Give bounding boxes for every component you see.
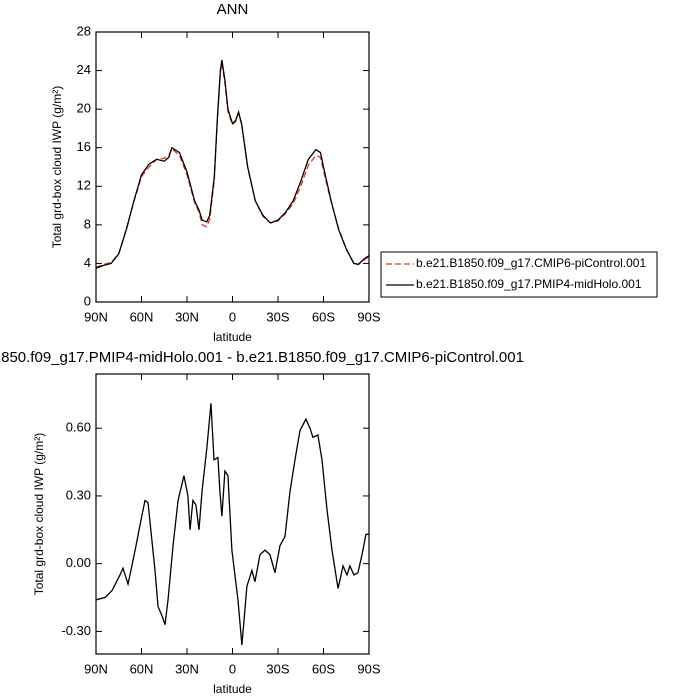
chart-title: b.e21.B1850.f09_g17.PMIP4-midHolo.001 - … <box>0 349 524 366</box>
x-tick-label: 90S <box>357 309 380 324</box>
x-tick-label: 30S <box>266 661 289 676</box>
legend-label: b.e21.B1850.f09_g17.CMIP6-piControl.001 <box>416 256 646 270</box>
data-line <box>95 62 370 268</box>
y-tick-label: 28 <box>77 23 91 38</box>
y-tick-label: 4 <box>84 255 91 270</box>
plot-frame <box>95 31 370 303</box>
plot-frame <box>95 373 370 655</box>
y-tick-label: 12 <box>77 178 91 193</box>
x-tick-label: 90S <box>357 661 380 676</box>
x-axis-label: latitude <box>213 330 252 344</box>
data-line <box>95 59 370 269</box>
legend-label: b.e21.B1850.f09_g17.PMIP4-midHolo.001 <box>416 277 642 291</box>
y-tick-label: 0 <box>84 293 91 308</box>
x-tick-label: 30N <box>175 661 199 676</box>
y-tick-label: 24 <box>77 62 91 77</box>
y-tick-label: 20 <box>77 101 91 116</box>
y-tick-label: 0.30 <box>66 487 91 502</box>
y-tick-label: 16 <box>77 139 91 154</box>
x-tick-label: 60N <box>130 309 154 324</box>
y-tick-label: 0.00 <box>66 555 91 570</box>
x-tick-label: 60S <box>312 309 335 324</box>
x-tick-label: 60N <box>130 661 154 676</box>
x-tick-label: 0 <box>229 309 236 324</box>
y-axis-label: Total grd-box cloud IWP (g/m²) <box>32 433 46 596</box>
chart-title: ANN <box>217 1 249 18</box>
legend-box <box>380 251 658 298</box>
x-tick-label: 90N <box>84 661 108 676</box>
y-tick-label: 8 <box>84 216 91 231</box>
x-tick-label: 0 <box>229 661 236 676</box>
y-tick-label: -0.30 <box>61 623 91 638</box>
x-tick-label: 90N <box>84 309 108 324</box>
x-tick-label: 30S <box>266 309 289 324</box>
x-tick-label: 60S <box>312 661 335 676</box>
data-line <box>95 403 369 646</box>
x-axis-label: latitude <box>213 682 252 696</box>
y-tick-label: 0.60 <box>66 420 91 435</box>
y-axis-label: Total grd-box cloud IWP (g/m²) <box>50 86 64 249</box>
x-tick-label: 30N <box>175 309 199 324</box>
